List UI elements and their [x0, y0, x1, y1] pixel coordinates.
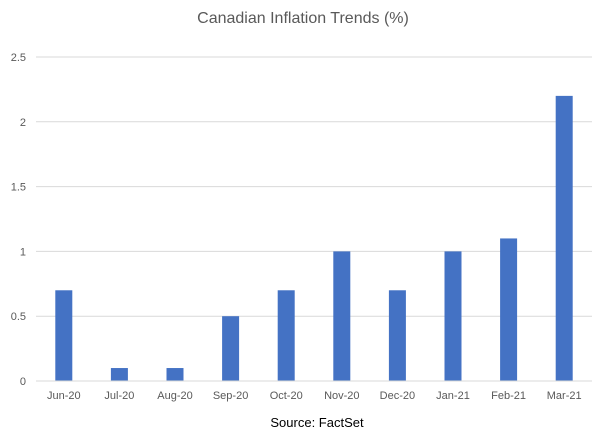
- bar-feb-21: [500, 238, 518, 381]
- bar-oct-20: [277, 290, 295, 381]
- x-tick-label: Jan-21: [436, 390, 470, 402]
- y-tick-label: 0.5: [11, 311, 26, 323]
- y-axis-ticks: 0 0.5 1 1.5 2 2.5: [11, 52, 26, 388]
- bar-dec-20: [388, 290, 406, 381]
- y-tick-label: 1.5: [11, 182, 26, 194]
- y-tick-label: 2: [20, 117, 26, 129]
- gridlines: [36, 56, 592, 317]
- x-tick-label: Sep-20: [213, 390, 248, 402]
- x-tick-label: Mar-21: [547, 390, 582, 402]
- y-tick-label: 1: [20, 246, 26, 258]
- bar-mar-21: [555, 95, 573, 381]
- bar-jul-20: [110, 368, 128, 381]
- x-axis-ticks: Jun-20 Jul-20 Aug-20 Sep-20 Oct-20 Nov-20 Dec-…: [47, 390, 582, 402]
- bar-sep-20: [222, 316, 240, 381]
- x-tick-label: Dec-20: [380, 390, 415, 402]
- bar-jan-21: [444, 251, 462, 381]
- chart-title: Canadian Inflation Trends (%): [197, 10, 409, 27]
- x-tick-label: Jun-20: [47, 390, 81, 402]
- bar-jun-20: [55, 290, 73, 381]
- y-tick-label: 2.5: [11, 52, 26, 64]
- x-tick-label: Feb-21: [491, 390, 526, 402]
- bars: [55, 95, 573, 381]
- x-tick-label: Oct-20: [270, 390, 303, 402]
- x-tick-label: Nov-20: [324, 390, 359, 402]
- bar-aug-20: [166, 368, 184, 381]
- x-tick-label: Aug-20: [157, 390, 192, 402]
- bar-nov-20: [333, 251, 351, 381]
- x-tick-label: Jul-20: [104, 390, 134, 402]
- chart-source: Source: FactSet: [270, 415, 364, 430]
- y-tick-label: 0: [20, 376, 26, 388]
